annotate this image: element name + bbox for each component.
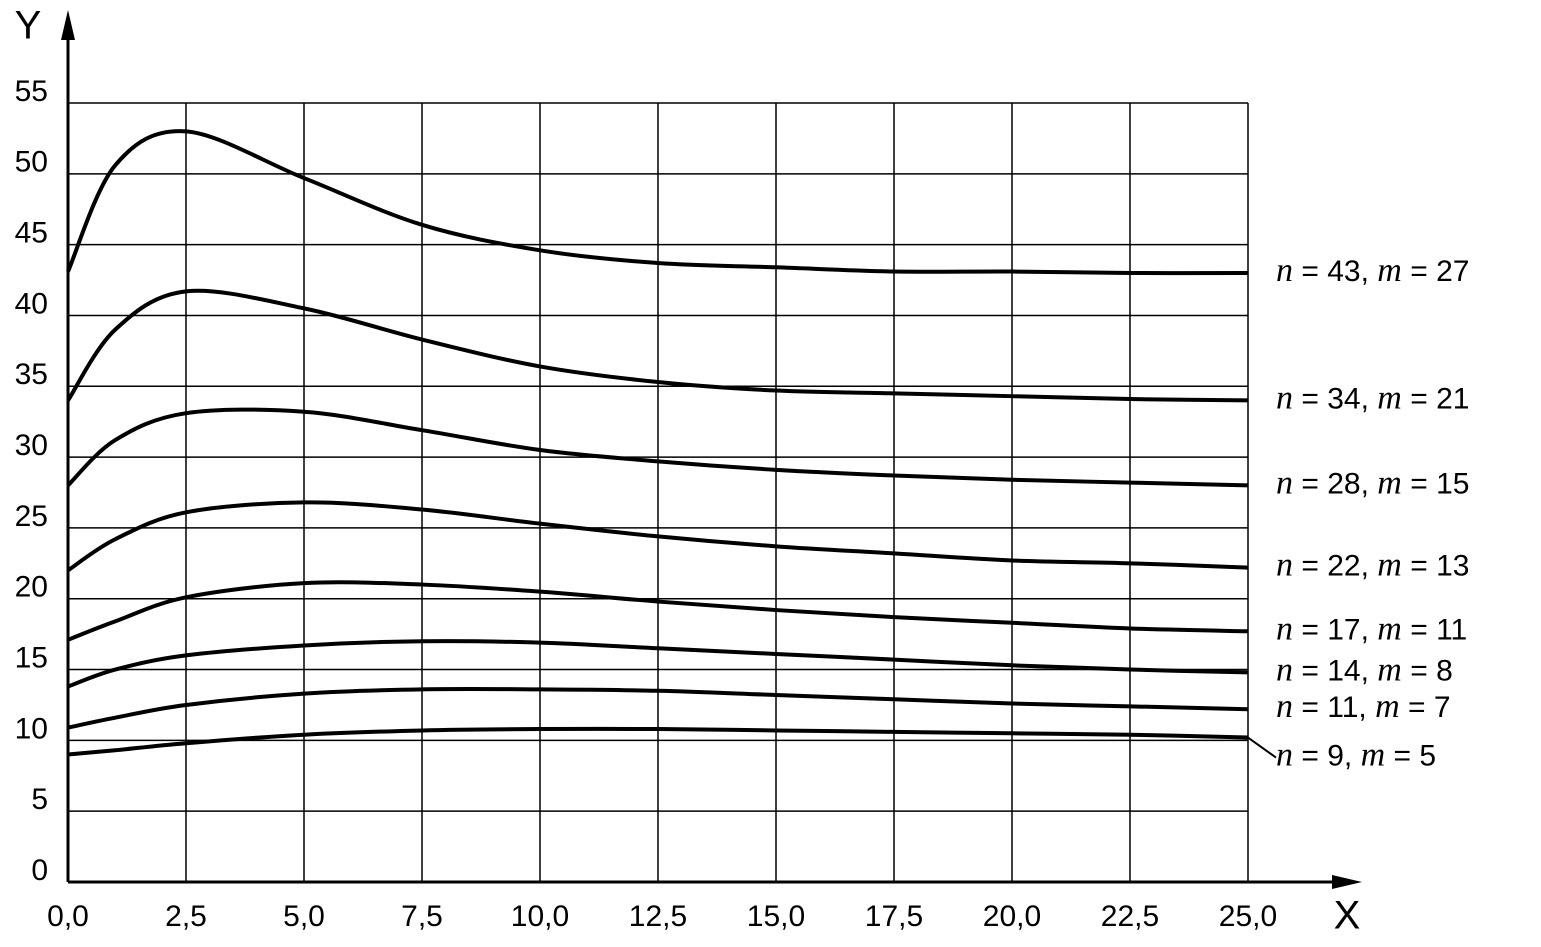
y-tick-label: 20 <box>15 571 48 604</box>
x-tick-label: 15,0 <box>747 900 805 933</box>
x-tick-label: 2,5 <box>165 900 207 933</box>
y-tick-label: 0 <box>31 854 48 887</box>
x-axis-arrow <box>1332 875 1362 889</box>
y-tick-label: 40 <box>15 287 48 320</box>
y-axis-label: Y <box>15 4 42 48</box>
y-tick-label: 50 <box>15 146 48 179</box>
legend-label: n = 28, m = 15 <box>1276 464 1469 501</box>
curve <box>67 639 1249 689</box>
legend-label: n = 17, m = 11 <box>1276 610 1467 647</box>
x-tick-label: 10,0 <box>511 900 569 933</box>
curve <box>67 580 1249 642</box>
leader-line <box>1247 736 1277 759</box>
x-axis-label: X <box>1334 894 1361 938</box>
x-tick-label: 20,0 <box>983 900 1041 933</box>
x-tick-label: 22,5 <box>1101 900 1159 933</box>
y-tick-label: 55 <box>15 75 48 108</box>
curve <box>67 687 1249 730</box>
y-tick-label: 5 <box>31 783 48 816</box>
y-tick-label: 25 <box>15 500 48 533</box>
y-tick-label: 15 <box>15 641 48 674</box>
x-tick-label: 25,0 <box>1219 900 1277 933</box>
x-tick-label: 5,0 <box>283 900 325 933</box>
legend-label: n = 22, m = 13 <box>1276 546 1469 583</box>
curve <box>66 500 1249 573</box>
curve <box>66 407 1249 488</box>
y-tick-label: 45 <box>15 217 48 250</box>
legend-label: n = 43, m = 27 <box>1276 252 1469 289</box>
y-axis-arrow <box>61 10 75 40</box>
curve <box>66 129 1249 276</box>
x-tick-label: 0,0 <box>47 900 89 933</box>
x-tick-label: 17,5 <box>865 900 923 933</box>
legend-label: n = 11, m = 7 <box>1276 688 1451 725</box>
curve <box>67 726 1249 757</box>
y-tick-label: 35 <box>15 358 48 391</box>
x-tick-label: 12,5 <box>629 900 687 933</box>
curve <box>66 288 1249 403</box>
y-tick-label: 30 <box>15 429 48 462</box>
y-tick-label: 10 <box>15 712 48 745</box>
legend-label: n = 9, m = 5 <box>1276 736 1436 773</box>
legend-label: n = 14, m = 8 <box>1276 651 1453 688</box>
legend-label: n = 34, m = 21 <box>1276 379 1469 416</box>
x-tick-label: 7,5 <box>401 900 443 933</box>
